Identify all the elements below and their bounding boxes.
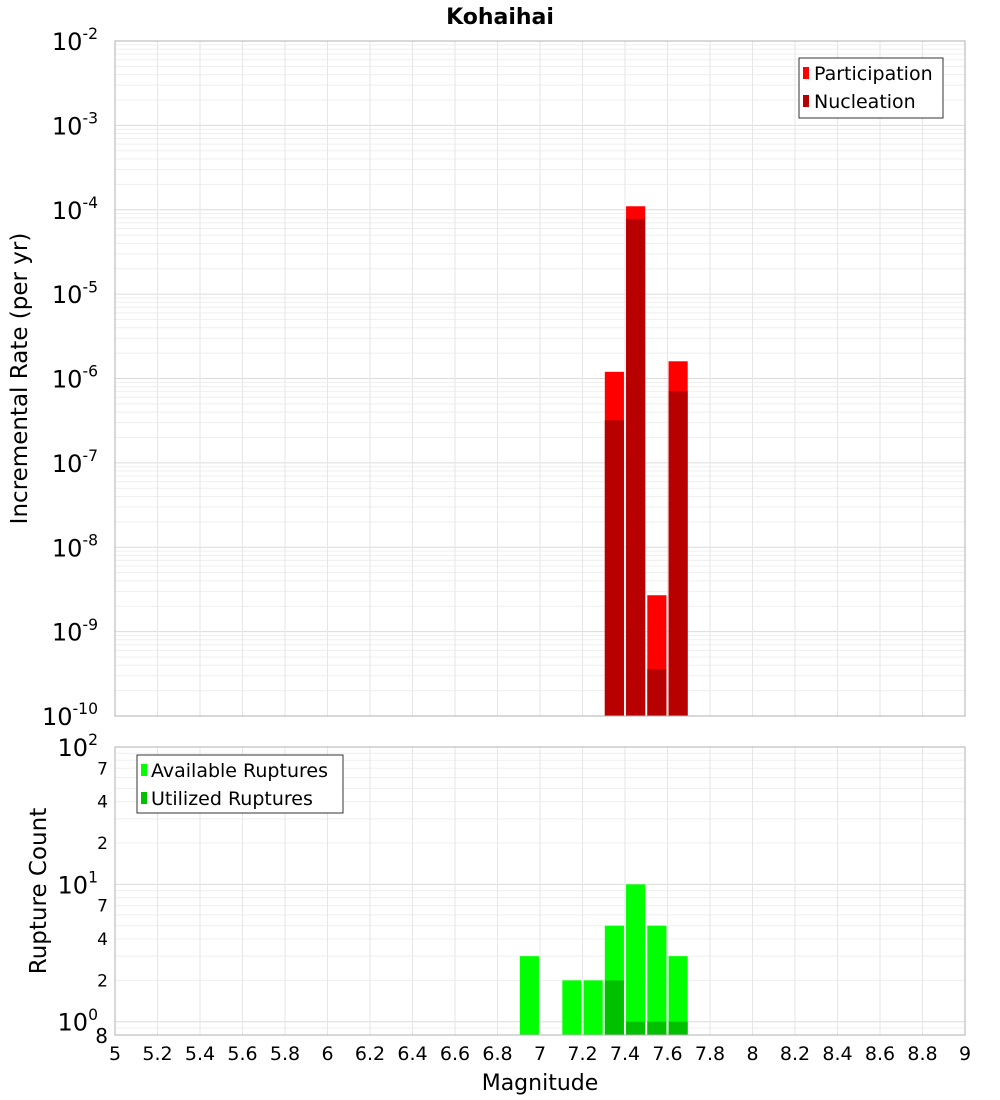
y-minor-tick-label: 2 [97, 971, 108, 991]
y-tick-label: 10-6 [52, 363, 98, 394]
plot-border [114, 40, 966, 717]
x-tick-label: 5.4 [185, 1043, 215, 1065]
x-tick-label: 8.4 [822, 1043, 852, 1065]
x-tick-label: 5 [109, 1043, 121, 1065]
available-ruptures-bar [519, 956, 539, 1035]
y-minor-tick-label: 7 [97, 759, 108, 779]
nucleation-bar [626, 218, 646, 716]
utilized-ruptures-bar [668, 1021, 688, 1035]
x-tick-label: 6 [321, 1043, 333, 1065]
legend-swatch [141, 764, 147, 776]
x-tick-label: 5.8 [270, 1043, 300, 1065]
x-axis-label: Magnitude [482, 1071, 599, 1096]
count-plot: 102 101 100 7 4 2 7 4 2 8 Rupture Count Available R… [26, 731, 966, 1048]
legend-swatch [803, 67, 809, 79]
x-tick-label: 6.2 [355, 1043, 385, 1065]
nucleation-bar [604, 420, 624, 716]
plot-border [114, 746, 966, 1036]
x-tick-label: 8.2 [780, 1043, 810, 1065]
chart-title: Kohaihai [446, 5, 554, 30]
legend-swatch [803, 95, 809, 107]
y-axis-label: Incremental Rate (per yr) [7, 233, 33, 525]
y-tick-label: 10-4 [52, 194, 98, 225]
utilized-ruptures-bar [647, 1021, 667, 1035]
utilized-ruptures-bar [626, 1021, 646, 1035]
x-axis: 5 5.2 5.4 5.6 5.8 6 6.2 6.4 6.6 6.8 7 7.2 7.4 7.6 7.8 8… [109, 1043, 971, 1065]
x-tick-label: 8.8 [907, 1043, 937, 1065]
legend: Available Ruptures Utilized Ruptures [136, 754, 344, 814]
y-minor-tick-label: 2 [97, 834, 108, 854]
x-tick-label: 8.6 [865, 1043, 895, 1065]
utilized-ruptures-bar [604, 980, 624, 1035]
y-minor-tick-label: 7 [97, 897, 108, 917]
legend-label: Participation [814, 63, 933, 85]
legend-label: Available Ruptures [151, 760, 328, 782]
y-tick-label: 10-2 [52, 25, 98, 56]
legend-box [136, 754, 344, 814]
y-tick-label: 101 [58, 869, 98, 900]
y-tick-label: 10-8 [52, 531, 98, 562]
y-tick-label: 100 [58, 1006, 98, 1037]
x-tick-label: 5.2 [142, 1043, 172, 1065]
nucleation-bar [647, 669, 667, 716]
legend-box [798, 57, 944, 119]
y-tick-label: 10-3 [52, 110, 98, 141]
available-ruptures-bar [668, 956, 688, 1035]
legend-swatch [141, 792, 147, 804]
legend: Participation Nucleation [798, 57, 944, 119]
y-minor-tick-label: 4 [97, 930, 108, 950]
available-ruptures-bar [583, 980, 603, 1035]
x-tick-label: 7.2 [567, 1043, 597, 1065]
x-tick-label: 7 [534, 1043, 546, 1065]
rate-plot: 10-10 10-9 10-8 10-7 10-6 10-5 10-4 10-3 10-2 Inc… [7, 25, 966, 731]
y-minor-tick-label: 8 [95, 1024, 108, 1048]
x-tick-label: 7.8 [695, 1043, 725, 1065]
legend-label: Utilized Ruptures [151, 788, 313, 810]
x-tick-label: 6.8 [482, 1043, 512, 1065]
x-tick-label: 7.6 [652, 1043, 682, 1065]
y-minor-tick-label: 4 [97, 793, 108, 813]
y-tick-label: 10-7 [52, 447, 98, 478]
nucleation-bar [668, 391, 688, 716]
x-tick-label: 7.4 [610, 1043, 640, 1065]
legend-label: Nucleation [814, 91, 916, 113]
available-ruptures-bar [647, 925, 667, 1035]
x-tick-label: 6.6 [440, 1043, 470, 1065]
y-tick-label: 10-9 [52, 616, 98, 647]
x-tick-label: 8 [746, 1043, 758, 1065]
available-ruptures-bar [562, 980, 582, 1035]
available-ruptures-bar [626, 884, 646, 1035]
y-tick-label: 102 [58, 731, 98, 762]
y-axis-label: Rupture Count [26, 808, 52, 974]
x-tick-label: 5.6 [227, 1043, 257, 1065]
y-tick-label: 10-5 [52, 278, 98, 309]
x-tick-label: 6.4 [397, 1043, 427, 1065]
y-tick-label: 10-10 [42, 700, 98, 731]
x-tick-label: 9 [959, 1043, 971, 1065]
